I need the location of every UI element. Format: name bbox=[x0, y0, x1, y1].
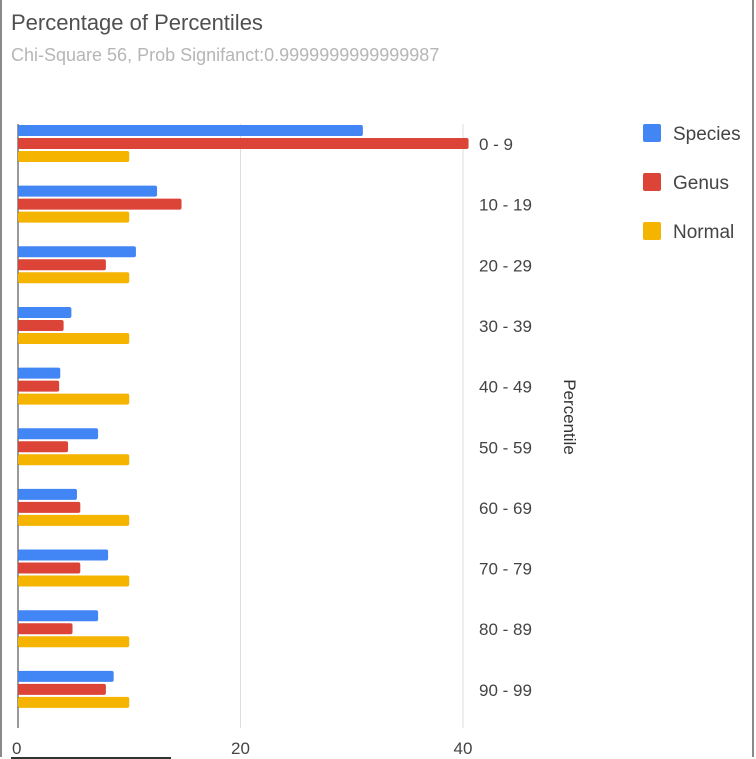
bar-normal-8[interactable] bbox=[18, 636, 130, 648]
x-tick-label: 40 bbox=[454, 739, 473, 758]
legend-swatch-species bbox=[643, 124, 661, 142]
bar-normal-7[interactable] bbox=[18, 575, 130, 587]
bar-genus-3[interactable] bbox=[18, 319, 64, 331]
category-label: 0 - 9 bbox=[479, 135, 513, 154]
bar-species-5[interactable] bbox=[18, 428, 99, 440]
bar-genus-7[interactable] bbox=[18, 562, 81, 574]
category-label: 30 - 39 bbox=[479, 317, 532, 336]
bar-normal-9[interactable] bbox=[18, 696, 130, 708]
chart-subtitle: Chi-Square 56, Prob Signifanct:0.9999999… bbox=[11, 45, 440, 65]
bar-normal-4[interactable] bbox=[18, 393, 130, 405]
bar-species-8[interactable] bbox=[18, 610, 99, 622]
bar-genus-2[interactable] bbox=[18, 259, 106, 271]
bar-species-7[interactable] bbox=[18, 549, 109, 561]
bar-normal-3[interactable] bbox=[18, 332, 130, 344]
chart-title: Percentage of Percentiles bbox=[11, 10, 263, 35]
legend-swatch-normal bbox=[643, 222, 661, 240]
bar-species-1[interactable] bbox=[18, 185, 158, 197]
legend-label-genus: Genus bbox=[673, 173, 729, 194]
category-label: 10 - 19 bbox=[479, 196, 532, 215]
bar-species-9[interactable] bbox=[18, 670, 114, 682]
bar-species-2[interactable] bbox=[18, 246, 136, 258]
bar-genus-8[interactable] bbox=[18, 623, 73, 635]
legend-label-species: Species bbox=[673, 124, 741, 145]
category-label: 60 - 69 bbox=[479, 499, 532, 518]
category-label: 50 - 59 bbox=[479, 438, 532, 457]
x-tick-label: 20 bbox=[231, 739, 250, 758]
bar-species-6[interactable] bbox=[18, 488, 77, 500]
legend-swatch-genus bbox=[643, 173, 661, 191]
bar-genus-6[interactable] bbox=[18, 501, 81, 513]
category-label: 20 - 29 bbox=[479, 256, 532, 275]
bar-species-4[interactable] bbox=[18, 367, 61, 379]
bar-genus-4[interactable] bbox=[18, 380, 60, 392]
bar-species-3[interactable] bbox=[18, 306, 72, 318]
bars bbox=[18, 125, 469, 708]
bottom-bar bbox=[11, 757, 171, 759]
category-labels: 0 - 9 10 - 19 20 - 29 30 - 39 40 - 49 50 - 59… bbox=[479, 135, 532, 700]
y-axis-label: Percentile bbox=[560, 379, 579, 455]
category-label: 70 - 79 bbox=[479, 560, 532, 579]
bar-genus-0[interactable] bbox=[18, 138, 469, 149]
legend-label-normal: Normal bbox=[673, 222, 735, 243]
bar-normal-2[interactable] bbox=[18, 272, 130, 284]
bar-normal-0[interactable] bbox=[18, 151, 130, 162]
category-label: 40 - 49 bbox=[479, 378, 532, 397]
bar-normal-5[interactable] bbox=[18, 454, 130, 466]
category-label: 80 - 89 bbox=[479, 620, 532, 639]
bar-genus-5[interactable] bbox=[18, 441, 69, 453]
bar-normal-6[interactable] bbox=[18, 514, 130, 526]
bar-genus-1[interactable] bbox=[18, 198, 182, 210]
category-label: 90 - 99 bbox=[479, 681, 532, 700]
bar-species-0[interactable] bbox=[18, 125, 363, 136]
bar-normal-1[interactable] bbox=[18, 211, 130, 223]
bar-genus-9[interactable] bbox=[18, 683, 106, 695]
x-tick-label: 0 bbox=[12, 739, 21, 758]
x-tick-labels: 0 20 40 bbox=[12, 739, 472, 758]
